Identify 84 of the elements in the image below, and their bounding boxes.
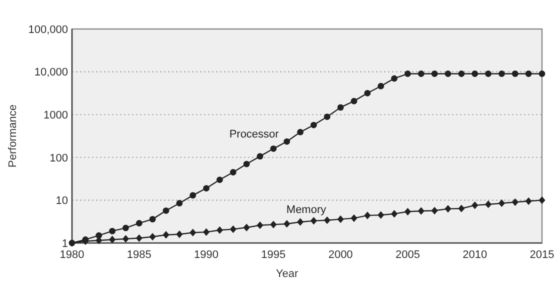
point xyxy=(364,90,371,96)
point xyxy=(444,70,452,77)
x-tick-label: 1990 xyxy=(194,249,219,261)
point xyxy=(230,169,236,176)
point xyxy=(512,70,518,77)
point xyxy=(256,221,264,230)
point xyxy=(270,220,277,228)
y-tick-label: 100,000 xyxy=(28,24,68,36)
point xyxy=(136,234,142,242)
point xyxy=(243,160,250,168)
x-tick-label: 1995 xyxy=(261,249,286,261)
point xyxy=(364,212,371,220)
point xyxy=(324,114,330,120)
point xyxy=(350,214,358,222)
point xyxy=(256,153,264,160)
point xyxy=(391,75,398,82)
point xyxy=(284,138,290,145)
y-tick-label: 10 xyxy=(56,195,68,208)
point xyxy=(162,231,170,239)
x-tick-label: 2000 xyxy=(328,249,353,261)
y-tick-label: 1 xyxy=(62,238,68,250)
point xyxy=(122,224,129,232)
point xyxy=(122,235,130,243)
point xyxy=(190,192,196,199)
x-tick-label: 2015 xyxy=(530,249,554,261)
point xyxy=(378,82,384,90)
point xyxy=(431,70,438,77)
point xyxy=(485,70,492,77)
point xyxy=(202,228,210,236)
point xyxy=(404,70,411,77)
point xyxy=(216,176,223,183)
point xyxy=(431,206,438,214)
y-axis-title: Performance xyxy=(7,104,19,168)
point xyxy=(484,200,492,208)
y-tick-label: 100 xyxy=(50,152,68,164)
point xyxy=(230,225,236,234)
point xyxy=(190,228,196,236)
point xyxy=(512,198,518,206)
point xyxy=(324,216,330,224)
point xyxy=(404,208,412,216)
point xyxy=(310,122,317,128)
series-label: Processor xyxy=(229,128,280,141)
point xyxy=(390,210,398,218)
point xyxy=(162,207,170,214)
point xyxy=(472,202,478,210)
point xyxy=(216,226,224,234)
point xyxy=(525,70,532,77)
y-tick-label: 10,000 xyxy=(34,66,68,79)
point xyxy=(136,220,142,226)
point xyxy=(498,199,506,208)
point xyxy=(350,98,358,104)
point xyxy=(149,232,156,241)
point xyxy=(538,70,546,77)
x-axis-title: Year xyxy=(276,268,298,280)
point xyxy=(297,128,304,136)
point xyxy=(296,218,304,226)
point xyxy=(270,145,277,152)
point xyxy=(458,204,465,212)
point xyxy=(176,200,183,206)
point xyxy=(243,224,250,232)
point xyxy=(109,228,116,234)
x-tick-label: 2010 xyxy=(462,249,488,261)
point xyxy=(203,185,210,192)
point xyxy=(176,230,183,238)
point xyxy=(310,217,318,225)
point xyxy=(337,215,344,223)
x-tick-label: 2005 xyxy=(395,249,420,261)
point xyxy=(108,236,116,244)
point xyxy=(418,70,424,77)
point xyxy=(378,211,384,219)
point xyxy=(149,216,156,222)
series-label: Memory xyxy=(286,204,327,216)
point xyxy=(525,197,532,205)
point xyxy=(337,104,344,111)
point xyxy=(458,70,465,77)
point xyxy=(418,207,424,215)
x-tick-label: 1980 xyxy=(60,249,84,261)
point xyxy=(444,204,452,213)
point xyxy=(538,196,546,204)
x-tick-label: 1985 xyxy=(126,249,152,261)
point xyxy=(472,70,478,77)
point xyxy=(498,70,505,77)
point xyxy=(284,220,290,228)
y-tick-label: 1000 xyxy=(44,109,68,122)
